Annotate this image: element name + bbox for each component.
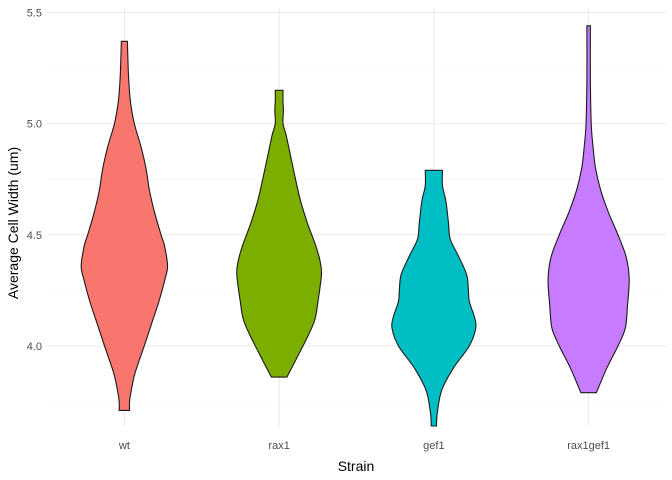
violin-rax1 bbox=[236, 89, 323, 378]
violin-rax1gef1 bbox=[547, 25, 630, 394]
x-tick-label-rax1gef1: rax1gef1 bbox=[567, 440, 610, 452]
y-tick-label: 4.5 bbox=[27, 230, 42, 242]
x-tick-label-wt: wt bbox=[118, 440, 130, 452]
x-axis-title: Strain bbox=[338, 458, 375, 474]
y-axis-title: Average Cell Width (um) bbox=[5, 147, 21, 299]
x-axis-ticks: wt rax1 gef1 rax1gef1 bbox=[118, 440, 610, 452]
y-tick-label: 5.0 bbox=[27, 119, 42, 131]
x-tick-label-gef1: gef1 bbox=[423, 440, 444, 452]
y-axis-ticks: 4.0 4.5 5.0 5.5 bbox=[27, 7, 42, 353]
violin-gef1 bbox=[391, 169, 477, 427]
x-tick-label-rax1: rax1 bbox=[268, 440, 289, 452]
y-tick-label: 5.5 bbox=[27, 7, 42, 19]
y-tick-label: 4.0 bbox=[27, 341, 42, 353]
violin-wt bbox=[80, 40, 169, 411]
violin-series bbox=[80, 25, 630, 427]
